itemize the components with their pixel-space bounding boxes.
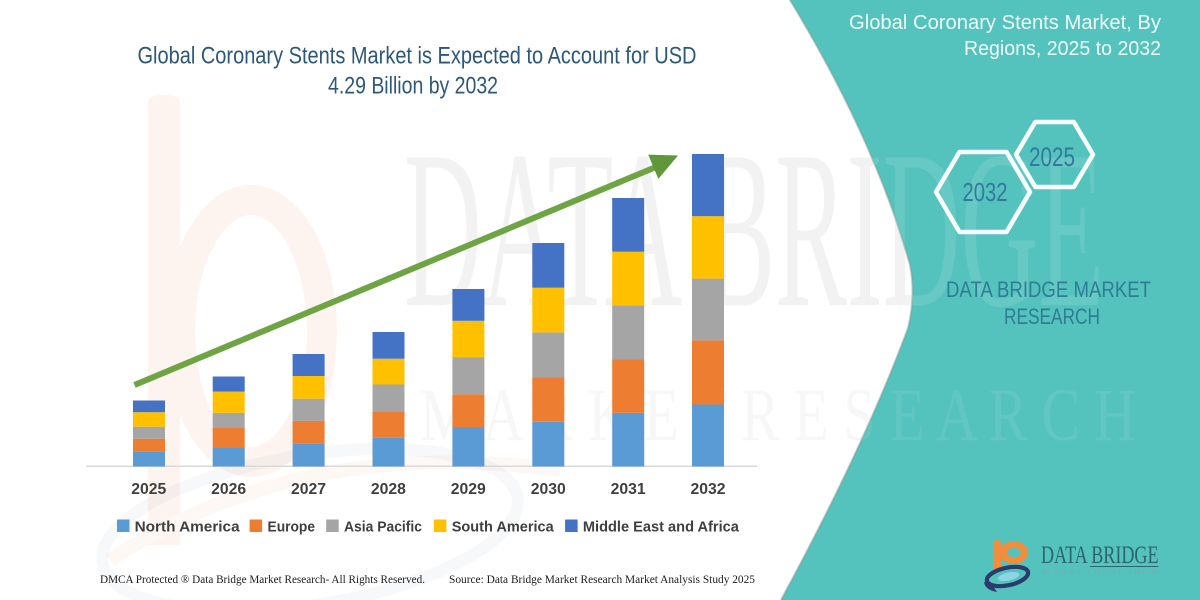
svg-text:2025: 2025 — [1029, 142, 1075, 172]
svg-text:Middle East and Africa: Middle East and Africa — [583, 519, 740, 536]
svg-text:North America: North America — [135, 519, 241, 536]
svg-text:RESEARCH: RESEARCH — [1004, 304, 1100, 329]
svg-text:DMCA Protected ® Data Bridge M: DMCA Protected ® Data Bridge Market Rese… — [100, 572, 425, 586]
svg-text:DATA BRIDGE MARKET: DATA BRIDGE MARKET — [946, 277, 1151, 302]
svg-text:2031: 2031 — [611, 481, 646, 498]
svg-text:Source: Data Bridge Market Res: Source: Data Bridge Market Research Mark… — [449, 572, 755, 586]
svg-text:2030: 2030 — [531, 481, 566, 498]
svg-text:4.29 Billion by 2032: 4.29 Billion by 2032 — [328, 73, 498, 100]
svg-text:2026: 2026 — [211, 481, 246, 498]
svg-text:Asia Pacific: Asia Pacific — [344, 519, 422, 536]
svg-text:2029: 2029 — [451, 481, 486, 498]
svg-text:South America: South America — [452, 519, 555, 536]
svg-text:M A R K E T R E S E A R C H: M A R K E T R E S E A R C H — [1042, 569, 1158, 576]
svg-text:Global Coronary Stents Market: Global Coronary Stents Market is Expecte… — [138, 43, 697, 70]
svg-text:2025: 2025 — [131, 481, 166, 498]
svg-text:Global Coronary Stents Market,: Global Coronary Stents Market, By — [849, 12, 1161, 34]
svg-text:2032: 2032 — [691, 481, 726, 498]
svg-text:2027: 2027 — [291, 481, 326, 498]
svg-text:2028: 2028 — [371, 481, 406, 498]
svg-text:Europe: Europe — [268, 519, 316, 536]
svg-text:DATA BRIDGE: DATA BRIDGE — [1041, 542, 1159, 569]
svg-text:Regions, 2025 to 2032: Regions, 2025 to 2032 — [964, 38, 1161, 60]
svg-text:2032: 2032 — [963, 177, 1008, 207]
